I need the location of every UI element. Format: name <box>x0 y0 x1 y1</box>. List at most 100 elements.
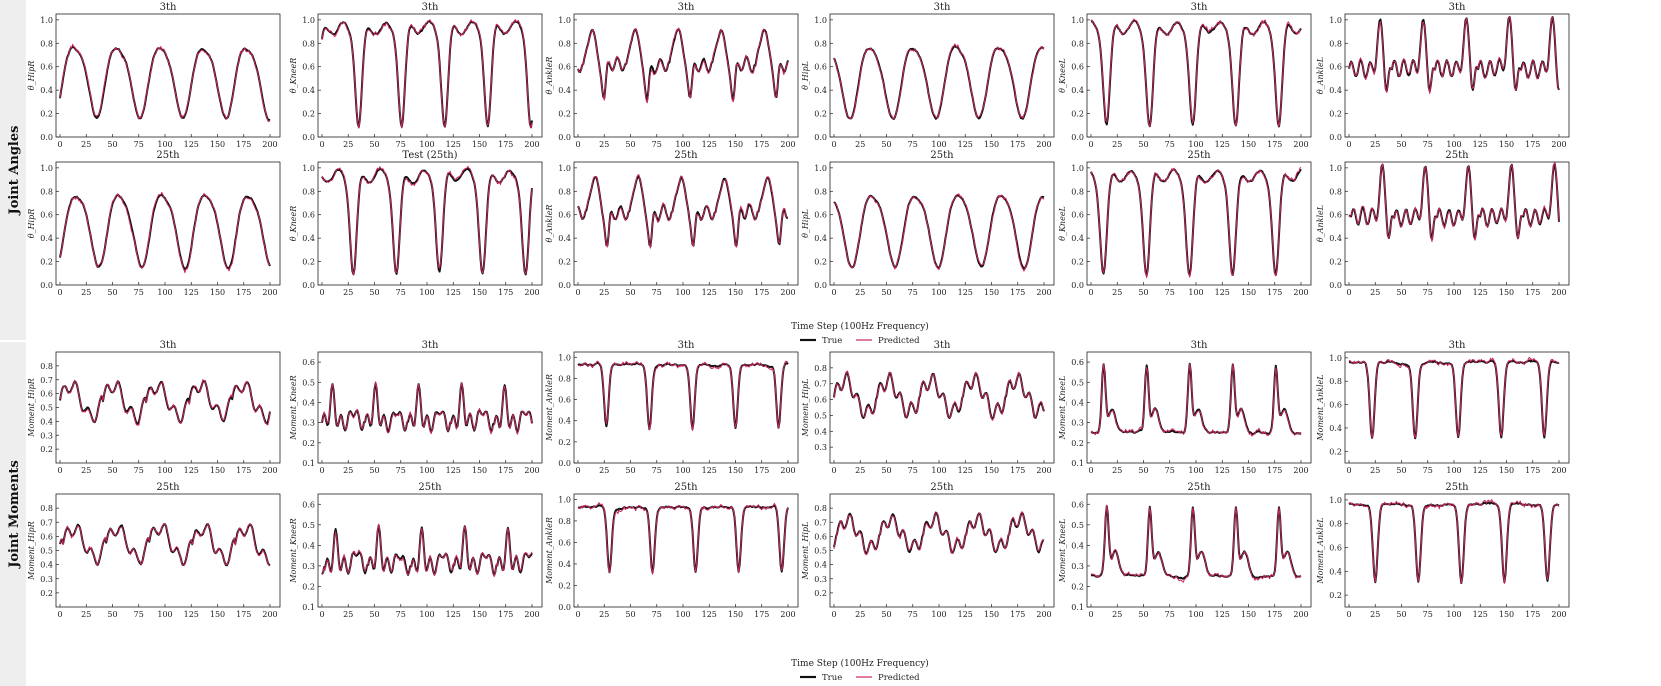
x-tick-label: 150 <box>1241 140 1256 149</box>
y-tick-label: 0.3 <box>1071 562 1084 571</box>
x-tick-label: 125 <box>1473 466 1488 475</box>
plot-frame <box>317 13 543 138</box>
series-predicted-line <box>321 165 533 276</box>
y-tick-label: 0.0 <box>302 281 315 290</box>
x-tick-label: 100 <box>931 140 946 149</box>
y-tick-label: 1.0 <box>1329 496 1342 505</box>
x-tick-label: 50 <box>369 140 379 149</box>
x-tick-label: 50 <box>369 610 379 619</box>
y-tick-label: 0.4 <box>40 86 53 95</box>
x-tick-label: 100 <box>1446 140 1461 149</box>
series-predicted-line <box>833 370 1045 421</box>
y-tick-label: 0.6 <box>558 63 571 72</box>
x-tick-label: 200 <box>1551 466 1566 475</box>
legend-angles: True Predicted <box>800 336 920 346</box>
x-tick-label: 0 <box>831 466 836 475</box>
series-predicted-line <box>577 27 789 104</box>
group-label-moments: Joint Moments <box>7 460 22 569</box>
y-tick-label: 0.2 <box>40 589 53 598</box>
x-tick-label: 175 <box>754 466 769 475</box>
panel-r2-c5: 3th Moment_AnkleL 0.2 0.4 0.6 0.8 1.0 0 25 50 75 10… <box>1316 340 1570 475</box>
x-tick-label: 75 <box>396 288 406 297</box>
x-tick-label: 25 <box>1370 288 1380 297</box>
y-axis-label: Moment_AnkleL <box>1316 374 1325 441</box>
y-tick-label: 1.0 <box>302 164 315 173</box>
x-tick-label: 200 <box>1551 140 1566 149</box>
plot-frame <box>829 161 1055 286</box>
y-tick-label: 0.0 <box>814 133 827 142</box>
plot-frame <box>573 13 799 138</box>
x-tick-label: 125 <box>184 140 199 149</box>
y-tick-label: 0.4 <box>1071 234 1084 243</box>
plot-frame <box>1086 493 1312 608</box>
x-tick-label: 125 <box>702 140 717 149</box>
x-tick-label: 0 <box>575 288 580 297</box>
x-tick-label: 125 <box>1215 140 1230 149</box>
plot-frame <box>1344 351 1570 464</box>
x-tick-label: 25 <box>855 466 865 475</box>
panel-r3-c0: 25th Moment_HipR 0.2 0.3 0.4 0.5 0.6 0.7 0.8 0 25 5… <box>27 482 281 619</box>
x-tick-label: 150 <box>210 140 225 149</box>
x-tick-label: 50 <box>625 466 635 475</box>
legend-moments: True Predicted <box>800 673 920 683</box>
y-tick-label: 1.0 <box>558 495 571 504</box>
y-tick-label: 0.0 <box>302 133 315 142</box>
x-tick-label: 75 <box>908 610 918 619</box>
x-tick-label: 150 <box>728 288 743 297</box>
x-tick-label: 25 <box>81 610 91 619</box>
x-tick-label: 175 <box>1525 610 1540 619</box>
x-tick-label: 200 <box>780 610 795 619</box>
x-tick-label: 25 <box>599 288 609 297</box>
series-predicted-line <box>577 174 789 249</box>
y-tick-label: 0.6 <box>1071 63 1084 72</box>
x-tick-label: 50 <box>881 466 891 475</box>
y-tick-label: 0.4 <box>558 417 571 426</box>
y-tick-label: 0.4 <box>1071 86 1084 95</box>
x-tick-label: 200 <box>780 140 795 149</box>
x-tick-label: 25 <box>343 288 353 297</box>
y-tick-label: 1.0 <box>1071 16 1084 25</box>
x-tick-label: 0 <box>57 610 62 619</box>
x-tick-label: 200 <box>1036 466 1051 475</box>
x-tick-label: 175 <box>498 140 513 149</box>
series-true-line <box>1348 359 1560 440</box>
x-tick-label: 25 <box>1370 466 1380 475</box>
plot-frame <box>1344 13 1570 138</box>
x-tick-label: 25 <box>1370 140 1380 149</box>
y-tick-label: 0.8 <box>558 374 571 383</box>
x-tick-label: 175 <box>1267 288 1282 297</box>
y-tick-label: 1.0 <box>1329 164 1342 173</box>
panel-r3-c2: 25th Moment_AnkleR 0.0 0.2 0.4 0.6 0.8 1.0 0 25 50… <box>545 482 799 619</box>
series-predicted-line <box>59 523 271 567</box>
x-tick-label: 100 <box>1188 140 1203 149</box>
series-true-line <box>577 175 788 248</box>
y-tick-label: 0.8 <box>814 187 827 196</box>
panel-title: 3th <box>678 2 695 13</box>
panel-title: 25th <box>674 150 698 161</box>
x-tick-label: 175 <box>498 466 513 475</box>
y-tick-label: 1.0 <box>814 16 827 25</box>
x-tick-label: 50 <box>107 288 117 297</box>
y-tick-label: 0.6 <box>814 211 827 220</box>
y-tick-label: 0.2 <box>40 110 53 119</box>
y-tick-label: 0.4 <box>40 417 53 426</box>
y-tick-label: 0.4 <box>558 234 571 243</box>
y-tick-label: 0.6 <box>558 538 571 547</box>
x-tick-label: 75 <box>1165 288 1175 297</box>
x-tick-label: 175 <box>1525 288 1540 297</box>
series-predicted-line <box>321 381 533 435</box>
x-tick-label: 125 <box>446 610 461 619</box>
panel-title: 25th <box>674 482 698 493</box>
panel-r1-c2: 25th θ_AnkleR 0.0 0.2 0.4 0.6 0.8 1.0 0 25 50 75 100… <box>545 150 799 297</box>
y-tick-label: 0.8 <box>40 39 53 48</box>
x-tick-label: 175 <box>1267 466 1282 475</box>
x-tick-label: 100 <box>675 140 690 149</box>
x-tick-label: 200 <box>780 466 795 475</box>
y-tick-label: 0.2 <box>558 438 571 447</box>
x-tick-label: 125 <box>184 466 199 475</box>
x-tick-label: 125 <box>1473 288 1488 297</box>
y-tick-label: 0.7 <box>40 518 53 527</box>
y-tick-label: 0.4 <box>40 234 53 243</box>
y-tick-label: 0.6 <box>40 390 53 399</box>
